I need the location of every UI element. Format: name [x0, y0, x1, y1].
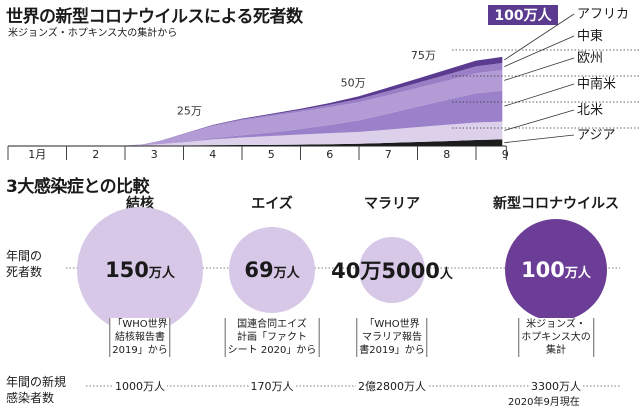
data-source-note: 国連合同エイズ 計画「ファクト シート 2020」から	[224, 318, 320, 357]
disease-name: マラリア	[364, 196, 420, 212]
row-label-infections: 年間の新規 感染者数	[6, 374, 66, 406]
death-unit: 万人	[273, 266, 300, 281]
death-number: 40万5000	[331, 259, 440, 283]
legend-item-中南米: 中南米	[577, 76, 616, 92]
milestones: 25万 50万 75万 100万人	[177, 5, 558, 117]
death-circle	[77, 207, 203, 333]
legend-leader	[504, 109, 575, 131]
new-infections-value: 2億2800万人	[356, 378, 428, 394]
row-label-deaths-text: 年間の 死者数	[6, 249, 43, 279]
legend-leader	[504, 134, 575, 144]
chart-title: 世界の新型コロナウイルスによる死者数	[6, 7, 303, 27]
area-中南米	[8, 90, 503, 146]
row-label-deaths: 年間の 死者数	[6, 248, 42, 280]
as-of-date: 2020年9月現在	[508, 397, 580, 408]
chart-source: 米ジョンズ・ホプキンス大の集計から	[8, 28, 178, 39]
x-axis: 1月 2 3 4 5 6 7 8 9	[7, 145, 509, 161]
x-tick-label: 3	[151, 148, 158, 161]
death-number: 150	[105, 258, 149, 282]
x-tick-label: 8	[443, 148, 450, 161]
legend-item-北米: 北米	[577, 103, 603, 118]
milestone-badge	[488, 5, 558, 25]
milestone-label: 25万	[177, 104, 202, 117]
death-value: 150万人	[105, 258, 175, 282]
legend-item-アフリカ: アフリカ	[577, 7, 629, 22]
x-tick-label: 6	[326, 148, 333, 161]
data-source-note: 「WHO世界 マラリア報告 書2019」から	[356, 318, 428, 357]
milestone-label: 50万	[341, 77, 366, 90]
area-欧州	[8, 70, 503, 146]
disease-name: エイズ	[251, 196, 293, 212]
death-value: 40万5000人	[331, 255, 453, 285]
data-source-note: 「WHO世界 結核報告書 2019」から	[109, 318, 171, 357]
area-北米	[8, 121, 503, 146]
death-unit: 万人	[564, 266, 591, 281]
disease-name: 新型コロナウイルス	[493, 196, 619, 212]
death-number: 100	[521, 258, 565, 282]
death-value: 69万人	[244, 258, 299, 282]
x-tick-label: 1月	[28, 148, 46, 161]
milestone-label: 75万	[411, 49, 436, 62]
data-source-note: 米ジョンズ・ ホプキンス大の 集計	[518, 318, 594, 357]
x-tick-label: 7	[385, 148, 392, 161]
legend-item-欧州: 欧州	[577, 51, 603, 66]
death-unit: 万人	[148, 266, 175, 281]
death-circle	[229, 227, 315, 313]
legend-leader	[504, 83, 575, 107]
new-infections-value: 1000万人	[113, 378, 167, 394]
row-label-infections-text: 年間の新規 感染者数	[6, 375, 67, 405]
death-number: 69	[244, 258, 274, 282]
area-layers	[8, 56, 503, 147]
area-アジア	[8, 139, 503, 146]
death-unit: 人	[439, 267, 453, 282]
new-infections-value: 3300万人	[529, 378, 583, 394]
legend-leader	[504, 13, 575, 61]
death-circle	[359, 237, 425, 303]
x-tick-label: 9	[502, 148, 509, 161]
new-infections-value: 170万人	[248, 378, 296, 394]
legend-item-中東: 中東	[577, 28, 603, 44]
x-tick-label: 5	[268, 148, 275, 161]
death-circle	[504, 218, 608, 322]
legend-leader	[504, 57, 575, 81]
x-tick-label: 2	[92, 148, 99, 161]
x-tick-label: 4	[209, 148, 216, 161]
milestone-label: 100万人	[494, 7, 552, 24]
death-value: 100万人	[521, 258, 591, 282]
legend-item-アジア: アジア	[577, 128, 615, 143]
legend-leader	[504, 35, 575, 67]
comparison-title: 3大感染症との比較	[6, 177, 150, 197]
